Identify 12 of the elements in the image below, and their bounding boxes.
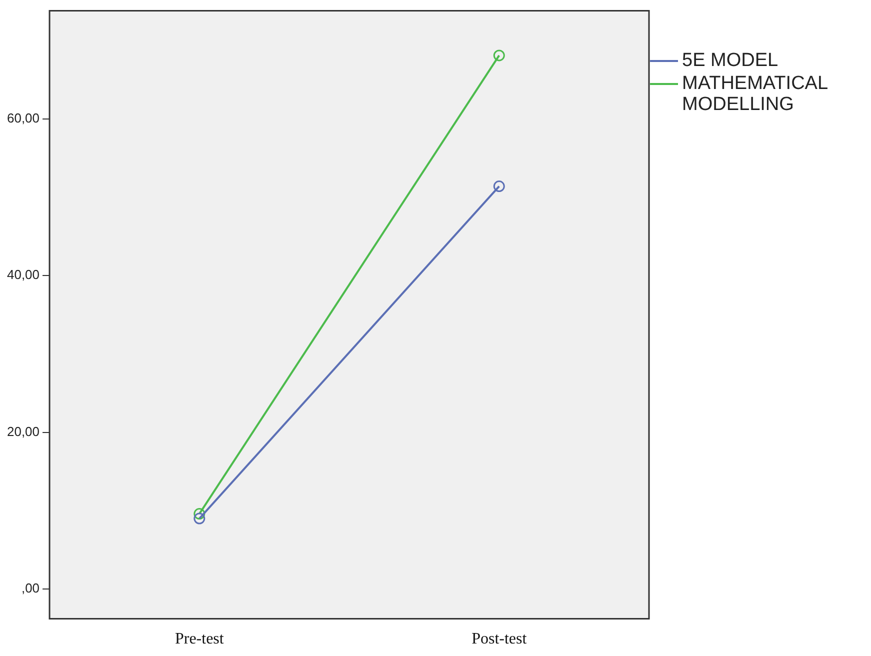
y-tick-label: 60,00 (6, 110, 40, 126)
y-tick-label: ,00 (21, 580, 40, 596)
x-tick-label: Pre-test (174, 630, 224, 648)
point (194, 512, 206, 524)
y-tick-label: 40,00 (6, 267, 40, 282)
point (194, 508, 206, 520)
point (493, 50, 505, 62)
x-tick-label: Post-test (472, 630, 528, 648)
legend-label: 5E MODEL (682, 50, 778, 71)
y-tick-label: 20,00 (6, 424, 40, 439)
legend-label: MATHEMATICAL MODELLING (682, 73, 828, 115)
point (493, 180, 505, 192)
